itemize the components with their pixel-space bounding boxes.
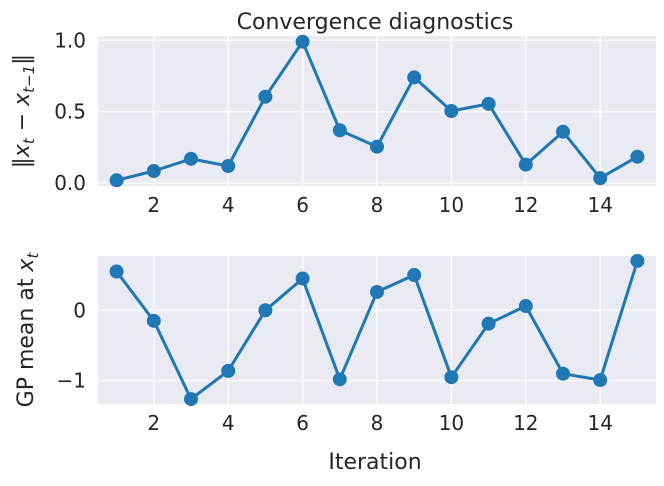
data-point [518, 299, 533, 314]
y-axis-label-bottom: GP mean at xt [14, 252, 42, 408]
y-tick-label: −1 [57, 369, 86, 393]
x-tick-label: 6 [296, 411, 309, 435]
x-tick-label: 4 [222, 411, 235, 435]
gp-mean-plot: 2 4 6 8 10 12 14 −1 0 GP mean at xt Iteration [14, 252, 656, 475]
data-point [221, 159, 236, 173]
x-tick-label: 8 [371, 193, 384, 217]
data-point [332, 372, 347, 387]
data-point [444, 104, 459, 118]
data-point [630, 149, 645, 164]
y-tick-labels-bottom: −1 0 [57, 298, 86, 392]
x-tick-label: 14 [587, 411, 612, 435]
data-point [258, 303, 273, 318]
data-point [109, 264, 124, 279]
data-point [407, 70, 422, 85]
y-tick-label: 0.0 [54, 171, 86, 195]
y-tick-label: 1.0 [54, 28, 86, 52]
x-tick-label: 4 [222, 193, 235, 217]
data-point [184, 151, 198, 166]
data-point [370, 139, 384, 154]
data-point [221, 363, 236, 378]
data-point [295, 271, 310, 286]
x-tick-label: 12 [513, 411, 538, 435]
data-point [593, 373, 608, 388]
data-point [481, 316, 496, 331]
convergence-plot: 2 4 6 8 10 12 14 0.0 0.5 1.0 ‖xt − xt−1‖ [10, 28, 656, 217]
x-tick-labels-bottom: 2 4 6 8 10 12 14 [147, 411, 612, 435]
data-point [258, 89, 273, 104]
data-point [518, 157, 533, 172]
x-axis-label: Iteration [328, 450, 421, 475]
data-point [556, 366, 570, 381]
data-point [332, 123, 347, 138]
data-point [444, 370, 459, 385]
data-point [184, 392, 198, 407]
y-tick-label: 0 [73, 298, 86, 322]
x-tick-labels-top: 2 4 6 8 10 12 14 [147, 193, 612, 217]
data-point [109, 173, 124, 188]
y-axis-label-top: ‖xt − xt−1‖ [10, 54, 38, 168]
x-tick-label: 6 [296, 193, 309, 217]
data-point [295, 34, 310, 49]
data-points-top [109, 34, 645, 188]
chart-title: Convergence diagnostics [237, 10, 514, 35]
x-tick-label: 2 [147, 193, 160, 217]
data-point [146, 313, 161, 328]
grid-top [98, 36, 656, 186]
data-point [556, 124, 570, 139]
y-tick-label: 0.5 [54, 100, 86, 124]
x-tick-label: 2 [147, 411, 160, 435]
data-point [370, 284, 384, 299]
y-tick-labels-top: 0.0 0.5 1.0 [54, 28, 86, 195]
x-tick-label: 10 [439, 411, 464, 435]
data-point [481, 96, 496, 111]
x-tick-label: 14 [587, 193, 612, 217]
data-points-bottom [109, 253, 645, 407]
x-tick-label: 8 [371, 411, 384, 435]
data-point [407, 268, 422, 283]
x-tick-label: 10 [439, 193, 464, 217]
data-point [146, 164, 161, 178]
data-point [630, 253, 645, 268]
x-tick-label: 12 [513, 193, 538, 217]
data-point [593, 171, 608, 186]
